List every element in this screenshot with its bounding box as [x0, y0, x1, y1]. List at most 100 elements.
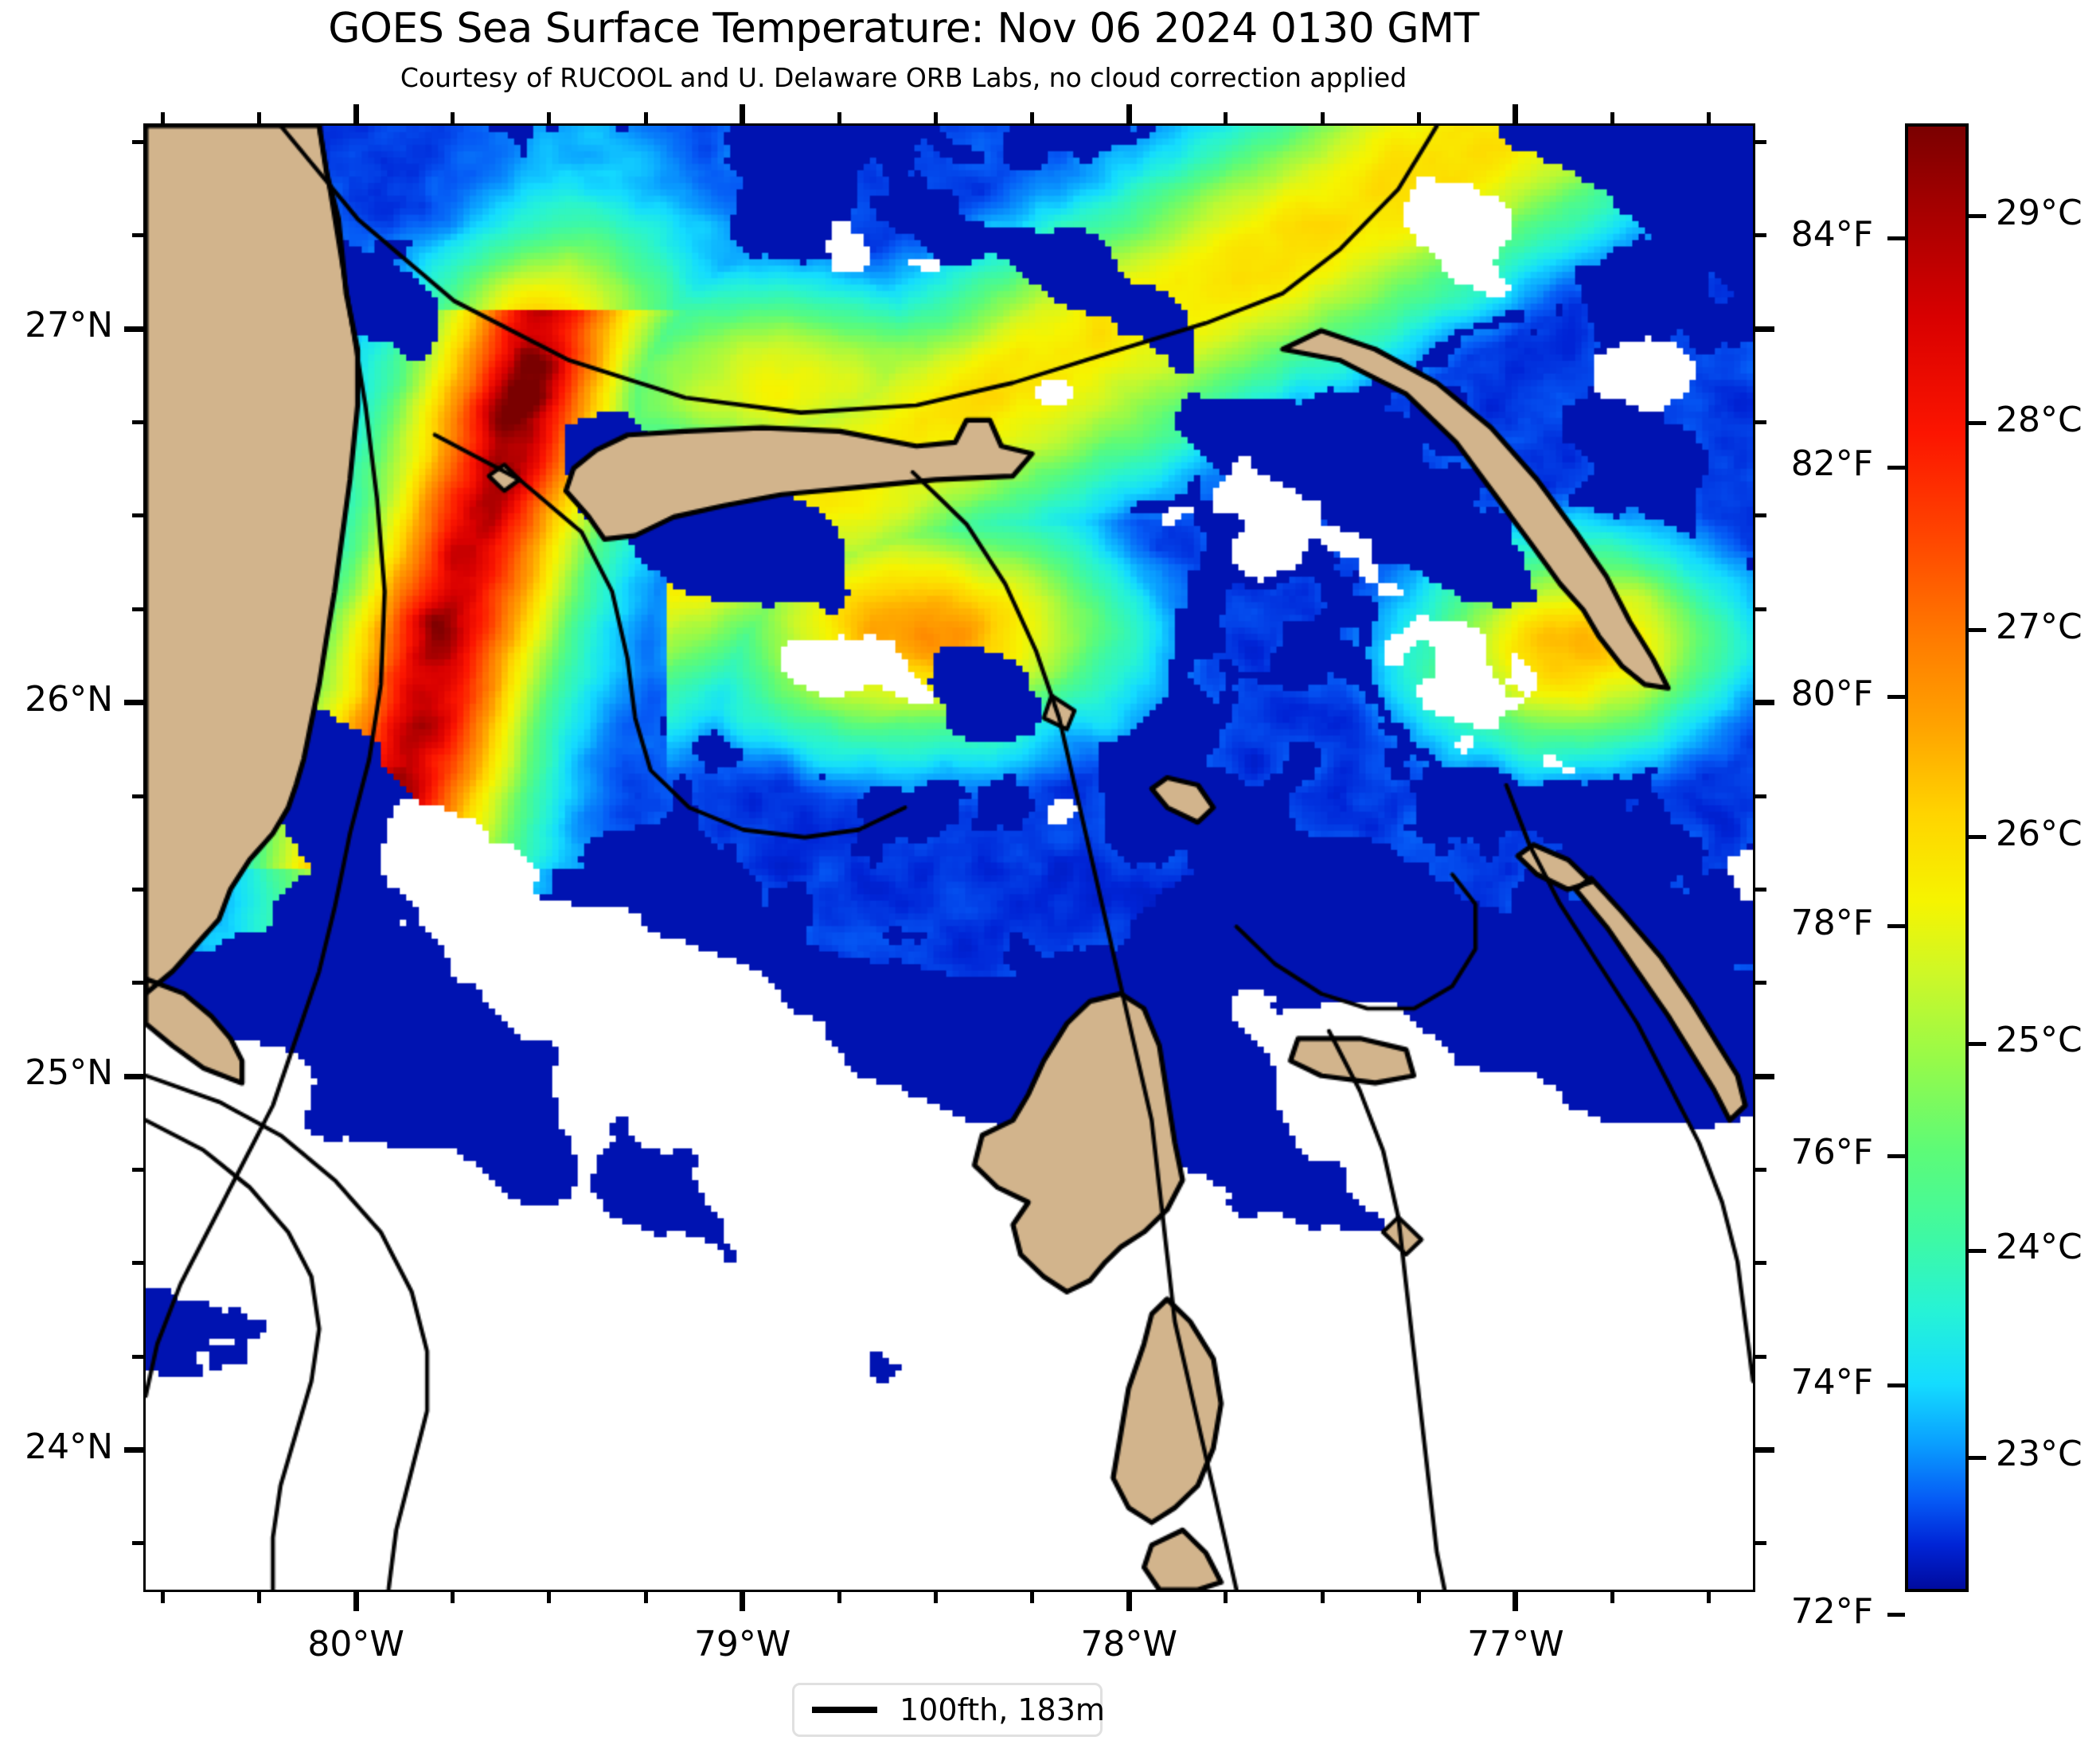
colorbar-celsius-tick: [1969, 1455, 1986, 1460]
colorbar-fahrenheit-tick: [1887, 695, 1905, 700]
colorbar-fahrenheit-tick: [1887, 465, 1905, 470]
x-minor-tick: [1030, 1592, 1035, 1603]
line-marker-icon: [812, 1707, 877, 1713]
colorbar-celsius-label: 28°C: [1996, 399, 2082, 440]
colorbar-celsius-label: 27°C: [1996, 606, 2082, 647]
x-minor-tick: [160, 1592, 165, 1603]
y-minor-tick-right: [1755, 607, 1766, 611]
x-minor-tick-top: [934, 112, 938, 123]
colorbar-celsius-label: 24°C: [1996, 1227, 2082, 1268]
colorbar-celsius-label: 29°C: [1996, 192, 2082, 233]
x-major-tick-top: [1126, 104, 1132, 123]
y-major-tick: [124, 700, 143, 706]
y-minor-tick-right: [1755, 794, 1766, 798]
colorbar-gradient: [1908, 127, 1965, 1589]
y-minor-tick: [132, 887, 143, 892]
x-minor-tick: [547, 1592, 552, 1603]
y-minor-tick: [132, 1541, 143, 1546]
y-minor-tick-right: [1755, 887, 1766, 892]
x-axis-tick-label: 79°W: [693, 1624, 791, 1664]
page-title: GOES Sea Surface Temperature: Nov 06 202…: [328, 5, 1479, 53]
x-minor-tick: [1417, 1592, 1422, 1603]
colorbar-fahrenheit-tick: [1887, 1383, 1905, 1388]
x-minor-tick-top: [547, 112, 552, 123]
colorbar-celsius-tick: [1969, 628, 1986, 633]
y-axis-tick-label: 26°N: [25, 678, 113, 720]
x-minor-tick-top: [1030, 112, 1035, 123]
colorbar-fahrenheit-label: 80°F: [1790, 673, 1873, 714]
colorbar-fahrenheit-label: 72°F: [1790, 1590, 1873, 1632]
colorbar-fahrenheit-tick: [1887, 924, 1905, 929]
y-major-tick: [124, 1447, 143, 1454]
colorbar-celsius-tick: [1969, 421, 1986, 426]
x-minor-tick-top: [450, 112, 455, 123]
sst-map-plot[interactable]: [143, 123, 1755, 1592]
y-major-tick-right: [1755, 700, 1774, 706]
colorbar-fahrenheit-label: 76°F: [1790, 1132, 1873, 1173]
isobath-legend[interactable]: 100fth, 183m: [792, 1683, 1105, 1737]
colorbar-fahrenheit-label: 82°F: [1790, 443, 1873, 485]
y-minor-tick-right: [1755, 420, 1766, 425]
colorbar-celsius-label: 23°C: [1996, 1434, 2082, 1475]
x-axis-tick-label: 78°W: [1080, 1624, 1178, 1664]
colorbar-celsius-label: 25°C: [1996, 1020, 2082, 1061]
y-major-tick-right: [1755, 326, 1774, 332]
y-minor-tick-right: [1755, 1354, 1766, 1359]
x-major-tick: [1126, 1592, 1132, 1611]
x-major-tick-top: [1513, 104, 1519, 123]
y-axis-tick-label: 25°N: [25, 1052, 113, 1094]
x-minor-tick-top: [257, 112, 262, 123]
y-axis-tick-label: 27°N: [25, 305, 113, 346]
x-minor-tick-top: [1224, 112, 1228, 123]
y-minor-tick: [132, 1354, 143, 1359]
colorbar-fahrenheit-tick: [1887, 236, 1905, 240]
x-axis-tick-label: 77°W: [1467, 1624, 1564, 1664]
x-minor-tick-top: [643, 112, 648, 123]
page-subtitle: Courtesy of RUCOOL and U. Delaware ORB L…: [400, 62, 1407, 93]
y-minor-tick: [132, 233, 143, 238]
colorbar-celsius-label: 26°C: [1996, 813, 2082, 854]
x-minor-tick-top: [837, 112, 841, 123]
x-minor-tick: [1320, 1592, 1325, 1603]
y-minor-tick-right: [1755, 1261, 1766, 1266]
colorbar-fahrenheit-label: 74°F: [1790, 1361, 1873, 1403]
colorbar[interactable]: [1905, 123, 1969, 1592]
colorbar-fahrenheit-label: 84°F: [1790, 214, 1873, 256]
y-minor-tick-right: [1755, 513, 1766, 518]
x-minor-tick: [643, 1592, 648, 1603]
colorbar-fahrenheit-tick: [1887, 1153, 1905, 1158]
x-axis-tick-label: 80°W: [307, 1624, 404, 1664]
y-minor-tick: [132, 1261, 143, 1266]
x-major-tick: [1513, 1592, 1519, 1611]
x-minor-tick-top: [160, 112, 165, 123]
x-major-tick-top: [353, 104, 359, 123]
y-minor-tick-right: [1755, 1168, 1766, 1172]
y-minor-tick-right: [1755, 233, 1766, 238]
x-minor-tick: [450, 1592, 455, 1603]
x-minor-tick: [257, 1592, 262, 1603]
y-minor-tick-right: [1755, 139, 1766, 144]
x-major-tick: [353, 1592, 359, 1611]
x-minor-tick: [934, 1592, 938, 1603]
y-major-tick-right: [1755, 1447, 1774, 1454]
y-minor-tick: [132, 981, 143, 985]
y-major-tick: [124, 1073, 143, 1079]
y-major-tick: [124, 326, 143, 332]
x-major-tick-top: [740, 104, 746, 123]
x-minor-tick: [1224, 1592, 1228, 1603]
y-minor-tick: [132, 794, 143, 798]
y-axis-tick-label: 24°N: [25, 1426, 113, 1467]
y-minor-tick-right: [1755, 1541, 1766, 1546]
x-major-tick: [740, 1592, 746, 1611]
x-minor-tick-top: [1320, 112, 1325, 123]
x-minor-tick: [837, 1592, 841, 1603]
x-minor-tick: [1610, 1592, 1614, 1603]
colorbar-celsius-tick: [1969, 1041, 1986, 1046]
y-minor-tick: [132, 607, 143, 611]
colorbar-fahrenheit-tick: [1887, 1613, 1905, 1618]
colorbar-fahrenheit-label: 78°F: [1790, 902, 1873, 943]
x-minor-tick-top: [1417, 112, 1422, 123]
y-minor-tick: [132, 1168, 143, 1172]
sst-heatmap-canvas: [146, 126, 1753, 1590]
colorbar-celsius-tick: [1969, 1248, 1986, 1253]
